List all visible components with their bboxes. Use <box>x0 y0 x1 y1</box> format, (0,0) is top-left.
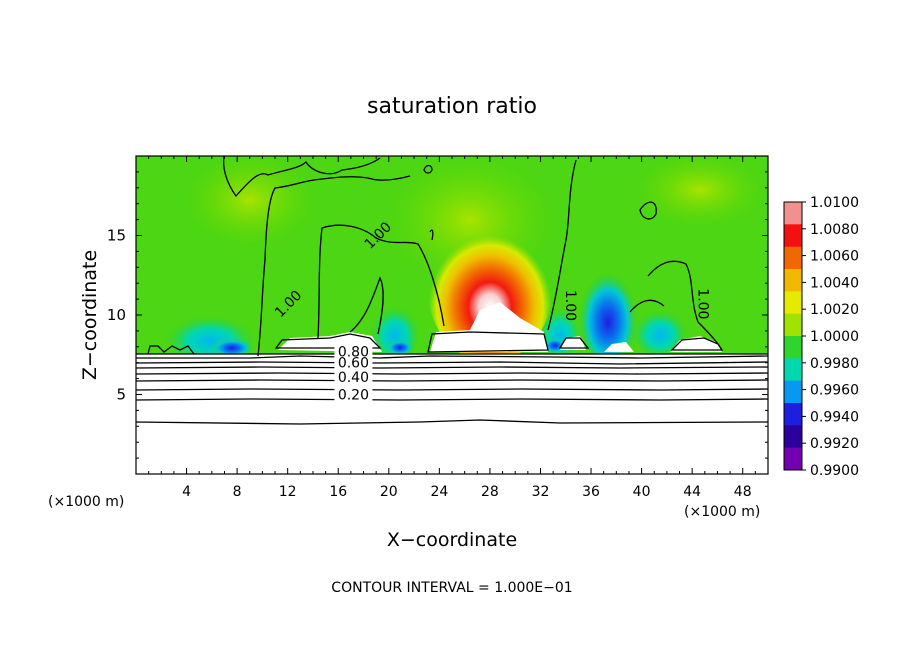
field-blue-patch <box>210 336 254 356</box>
field-lime-patch <box>630 156 768 230</box>
x-tick-label: 36 <box>582 484 600 500</box>
x-tick-label: 4 <box>182 484 191 500</box>
contour-line <box>147 345 195 355</box>
contour-line <box>257 175 411 357</box>
contour-line <box>136 372 768 375</box>
contour-line <box>647 260 719 345</box>
x-axis-label: X−coordinate <box>387 529 517 551</box>
contour-label: 0.80 <box>338 344 369 360</box>
contour-line <box>136 355 768 359</box>
colorbar-label: 0.9960 <box>810 383 859 399</box>
cloud-pocket <box>560 336 586 350</box>
contour-line <box>222 156 381 198</box>
contour-line <box>547 159 577 331</box>
contour-label: 1.00 <box>562 290 578 321</box>
contour-line <box>136 366 768 369</box>
cloud-pocket <box>430 302 548 352</box>
colorbar-label: 0.9940 <box>810 409 859 425</box>
contour-line <box>317 224 445 339</box>
contour-line <box>427 331 549 353</box>
contour-line <box>670 337 724 351</box>
contour-line <box>136 398 768 401</box>
x-tick-label: 16 <box>329 484 347 500</box>
contour-label-bg <box>334 356 373 370</box>
colorbar-label: 0.9920 <box>810 436 859 452</box>
colorbar-label: 1.0000 <box>810 329 859 345</box>
contour-label: 0.60 <box>338 355 369 371</box>
colorbar-label: 1.0020 <box>810 302 859 318</box>
contour-label-bg <box>334 388 373 402</box>
contour-line <box>136 361 768 365</box>
colorbar-swatch <box>784 447 802 471</box>
cloud-pocket <box>604 342 634 352</box>
field-lime-patch <box>180 156 320 250</box>
contour-line <box>639 201 657 220</box>
chart-title: saturation ratio <box>367 94 537 119</box>
colorbar-label: 1.0100 <box>810 195 859 211</box>
contour-line <box>274 333 382 349</box>
field-lower-region <box>136 354 768 474</box>
x-unit-left: (×1000 m) <box>48 494 124 510</box>
colorbar-swatch <box>784 246 802 270</box>
contour-label: 0.20 <box>338 387 369 403</box>
y-tick-label: 10 <box>107 306 126 324</box>
contour-line <box>136 419 768 425</box>
colorbar: 1.0100 1.0080 1.0060 1.0040 1.0020 1.0000 0.99… <box>783 195 859 479</box>
colorbar-label: 1.0080 <box>810 222 859 238</box>
field-cyan-patch <box>632 305 688 355</box>
colorbar-swatch <box>784 403 802 426</box>
field-blue-patch <box>386 338 414 354</box>
colorbar-swatch <box>784 313 802 337</box>
colorbar-label: 0.9900 <box>810 463 859 479</box>
x-tick-label: 24 <box>430 484 448 500</box>
x-tick-label: 28 <box>481 484 499 500</box>
x-tick-label: 40 <box>633 484 651 500</box>
y-tick-label: 15 <box>107 227 126 245</box>
colorbar-label: 1.0060 <box>810 249 859 265</box>
contour-line <box>629 299 665 313</box>
y-tick-label: 5 <box>116 386 126 404</box>
contour-label-bg <box>334 370 373 384</box>
y-axis-label: Z−coordinate <box>79 250 101 380</box>
contour-line <box>349 276 384 335</box>
colorbar-label: 0.9980 <box>810 356 859 372</box>
x-unit-right: (×1000 m) <box>684 504 760 520</box>
contour-label: 0.40 <box>338 370 369 386</box>
saturation-field <box>136 156 768 474</box>
x-tick-label: 8 <box>233 484 242 500</box>
field-blue-patch <box>578 262 638 362</box>
colorbar-swatch <box>784 202 802 225</box>
x-tick-label: 32 <box>532 484 550 500</box>
contour-line <box>136 388 768 391</box>
x-tick-label: 12 <box>279 484 297 500</box>
contour-interval-note: CONTOUR INTERVAL = 1.000E−01 <box>331 580 572 596</box>
x-axis-ticks: 4 8 12 16 20 24 28 32 36 40 44 48 <box>148 156 756 500</box>
contour-line <box>558 337 590 349</box>
y-axis-ticks: 5 10 15 <box>107 171 768 459</box>
x-tick-label: 44 <box>683 484 701 500</box>
contour-line <box>136 379 768 382</box>
contour-lines <box>136 156 768 425</box>
colorbar-swatch <box>784 269 802 292</box>
x-tick-label: 48 <box>734 484 752 500</box>
contour-label-bg <box>334 345 373 359</box>
x-tick-label: 20 <box>380 484 398 500</box>
colorbar-swatch <box>784 336 802 359</box>
contour-line <box>423 164 433 174</box>
contour-line <box>429 229 434 241</box>
contour-label: 1.00 <box>694 288 710 319</box>
colorbar-swatch <box>784 380 802 404</box>
colorbar-swatch <box>784 291 802 315</box>
colorbar-swatch <box>784 358 802 382</box>
colorbar-swatch <box>784 425 802 449</box>
colorbar-swatch <box>784 224 802 248</box>
colorbar-label: 1.0040 <box>810 275 859 291</box>
